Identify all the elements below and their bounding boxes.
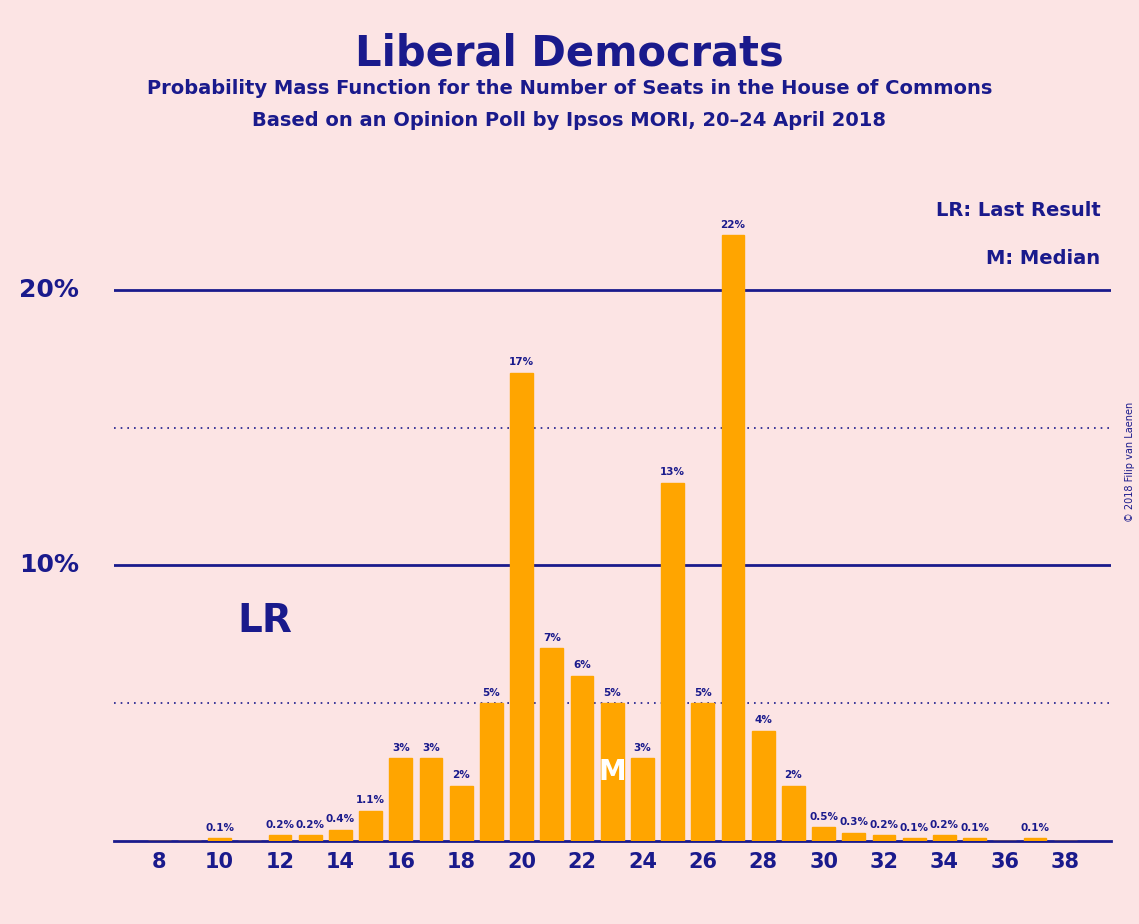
Bar xyxy=(964,838,986,841)
Text: 22%: 22% xyxy=(721,220,746,229)
Bar xyxy=(510,372,533,841)
Bar xyxy=(872,835,895,841)
Bar xyxy=(390,759,412,841)
Text: Liberal Democrats: Liberal Democrats xyxy=(355,32,784,74)
Bar xyxy=(691,703,714,841)
Text: 10%: 10% xyxy=(19,553,79,578)
Text: 17%: 17% xyxy=(509,358,534,367)
Text: 0.2%: 0.2% xyxy=(265,820,295,830)
Bar xyxy=(843,833,866,841)
Text: © 2018 Filip van Laenen: © 2018 Filip van Laenen xyxy=(1125,402,1134,522)
Bar xyxy=(662,483,683,841)
Bar xyxy=(450,785,473,841)
Text: Probability Mass Function for the Number of Seats in the House of Commons: Probability Mass Function for the Number… xyxy=(147,79,992,98)
Text: 0.4%: 0.4% xyxy=(326,814,355,824)
Text: 20%: 20% xyxy=(19,278,79,302)
Bar xyxy=(601,703,623,841)
Bar xyxy=(782,785,805,841)
Text: 7%: 7% xyxy=(543,633,560,642)
Text: 2%: 2% xyxy=(785,771,802,780)
Text: 0.1%: 0.1% xyxy=(205,822,235,833)
Text: 13%: 13% xyxy=(661,468,686,478)
Text: 2%: 2% xyxy=(452,771,470,780)
Text: 3%: 3% xyxy=(423,743,440,753)
Text: 6%: 6% xyxy=(573,660,591,670)
Bar xyxy=(419,759,442,841)
Bar xyxy=(1024,838,1047,841)
Bar xyxy=(631,759,654,841)
Text: 5%: 5% xyxy=(694,687,712,698)
Text: LR: Last Result: LR: Last Result xyxy=(936,201,1100,220)
Text: 0.3%: 0.3% xyxy=(839,817,868,827)
Bar xyxy=(269,835,292,841)
Bar xyxy=(812,827,835,841)
Text: 0.1%: 0.1% xyxy=(960,822,989,833)
Text: Based on an Opinion Poll by Ipsos MORI, 20–24 April 2018: Based on an Opinion Poll by Ipsos MORI, … xyxy=(253,111,886,130)
Bar xyxy=(480,703,502,841)
Text: 3%: 3% xyxy=(633,743,652,753)
Text: 0.2%: 0.2% xyxy=(869,820,899,830)
Text: 1.1%: 1.1% xyxy=(357,795,385,805)
Text: 0.1%: 0.1% xyxy=(1021,822,1049,833)
Text: 0.1%: 0.1% xyxy=(900,822,928,833)
Text: M: M xyxy=(598,758,626,786)
Text: 4%: 4% xyxy=(754,715,772,725)
Text: M: Median: M: Median xyxy=(986,249,1100,268)
Bar xyxy=(298,835,321,841)
Text: 0.2%: 0.2% xyxy=(296,820,325,830)
Bar xyxy=(208,838,231,841)
Bar xyxy=(903,838,926,841)
Text: 0.5%: 0.5% xyxy=(809,811,838,821)
Bar xyxy=(541,648,563,841)
Bar xyxy=(752,731,775,841)
Bar xyxy=(722,235,745,841)
Text: 0.2%: 0.2% xyxy=(929,820,959,830)
Text: 5%: 5% xyxy=(483,687,500,698)
Text: 3%: 3% xyxy=(392,743,410,753)
Text: 5%: 5% xyxy=(604,687,621,698)
Text: LR: LR xyxy=(237,602,293,639)
Bar xyxy=(571,675,593,841)
Bar xyxy=(359,810,382,841)
Bar xyxy=(329,830,352,841)
Bar xyxy=(933,835,956,841)
